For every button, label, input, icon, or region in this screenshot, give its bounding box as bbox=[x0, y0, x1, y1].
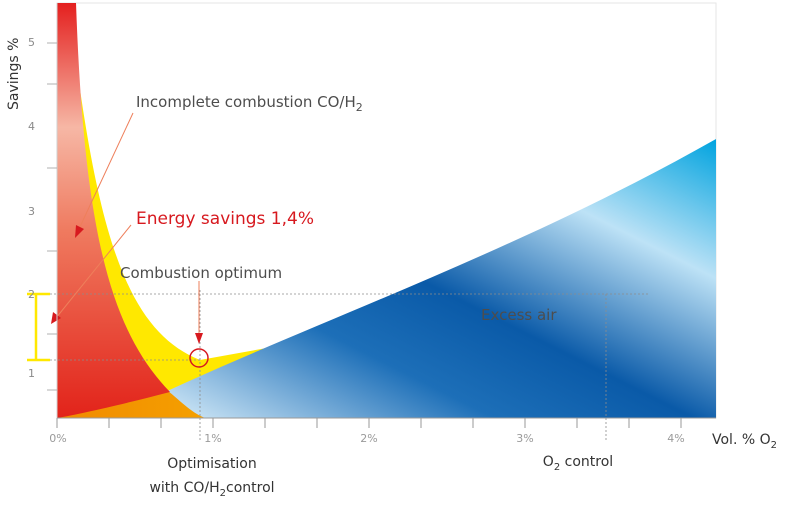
x-axis-title: Vol. % O2 bbox=[712, 432, 777, 451]
x-tick-label: 3% bbox=[516, 432, 533, 445]
y-tick-label: 3 bbox=[28, 205, 35, 218]
energy-savings-bracket bbox=[27, 292, 50, 362]
excess-air-label: Excess air bbox=[481, 306, 557, 324]
o2-control-label: O2 control bbox=[543, 454, 613, 473]
y-tick-label: 5 bbox=[28, 36, 35, 49]
incomplete-combustion-area bbox=[57, 3, 170, 418]
x-axis-ticks bbox=[56, 418, 682, 428]
x-tick-label: 1% bbox=[204, 432, 221, 445]
x-tick-label: 4% bbox=[667, 432, 684, 445]
combustion-optimum-label: Combustion optimum bbox=[120, 264, 282, 282]
energy-leader-arrow bbox=[51, 224, 132, 324]
optimisation-label-line2: with CO/H2control bbox=[149, 480, 274, 499]
y-tick-label: 4 bbox=[28, 120, 35, 133]
energy-savings-label: Energy savings 1,4% bbox=[136, 209, 314, 229]
combustion-optimum-marker bbox=[189, 348, 209, 368]
y-axis-ticks bbox=[47, 42, 57, 391]
y-tick-label: 2 bbox=[28, 288, 35, 301]
x-tick-label: 2% bbox=[360, 432, 377, 445]
excess-air-area bbox=[163, 139, 716, 418]
optimisation-label-line1: Optimisation bbox=[167, 456, 257, 472]
incomplete-combustion-label: Incomplete combustion CO/H2 bbox=[136, 93, 363, 114]
incomplete-leader-arrow bbox=[75, 112, 134, 238]
x-tick-label: 0% bbox=[49, 432, 66, 445]
y-tick-label: 1 bbox=[28, 367, 35, 380]
y-axis-title: Savings % bbox=[6, 38, 22, 110]
optimum-leader-arrow bbox=[195, 281, 203, 344]
